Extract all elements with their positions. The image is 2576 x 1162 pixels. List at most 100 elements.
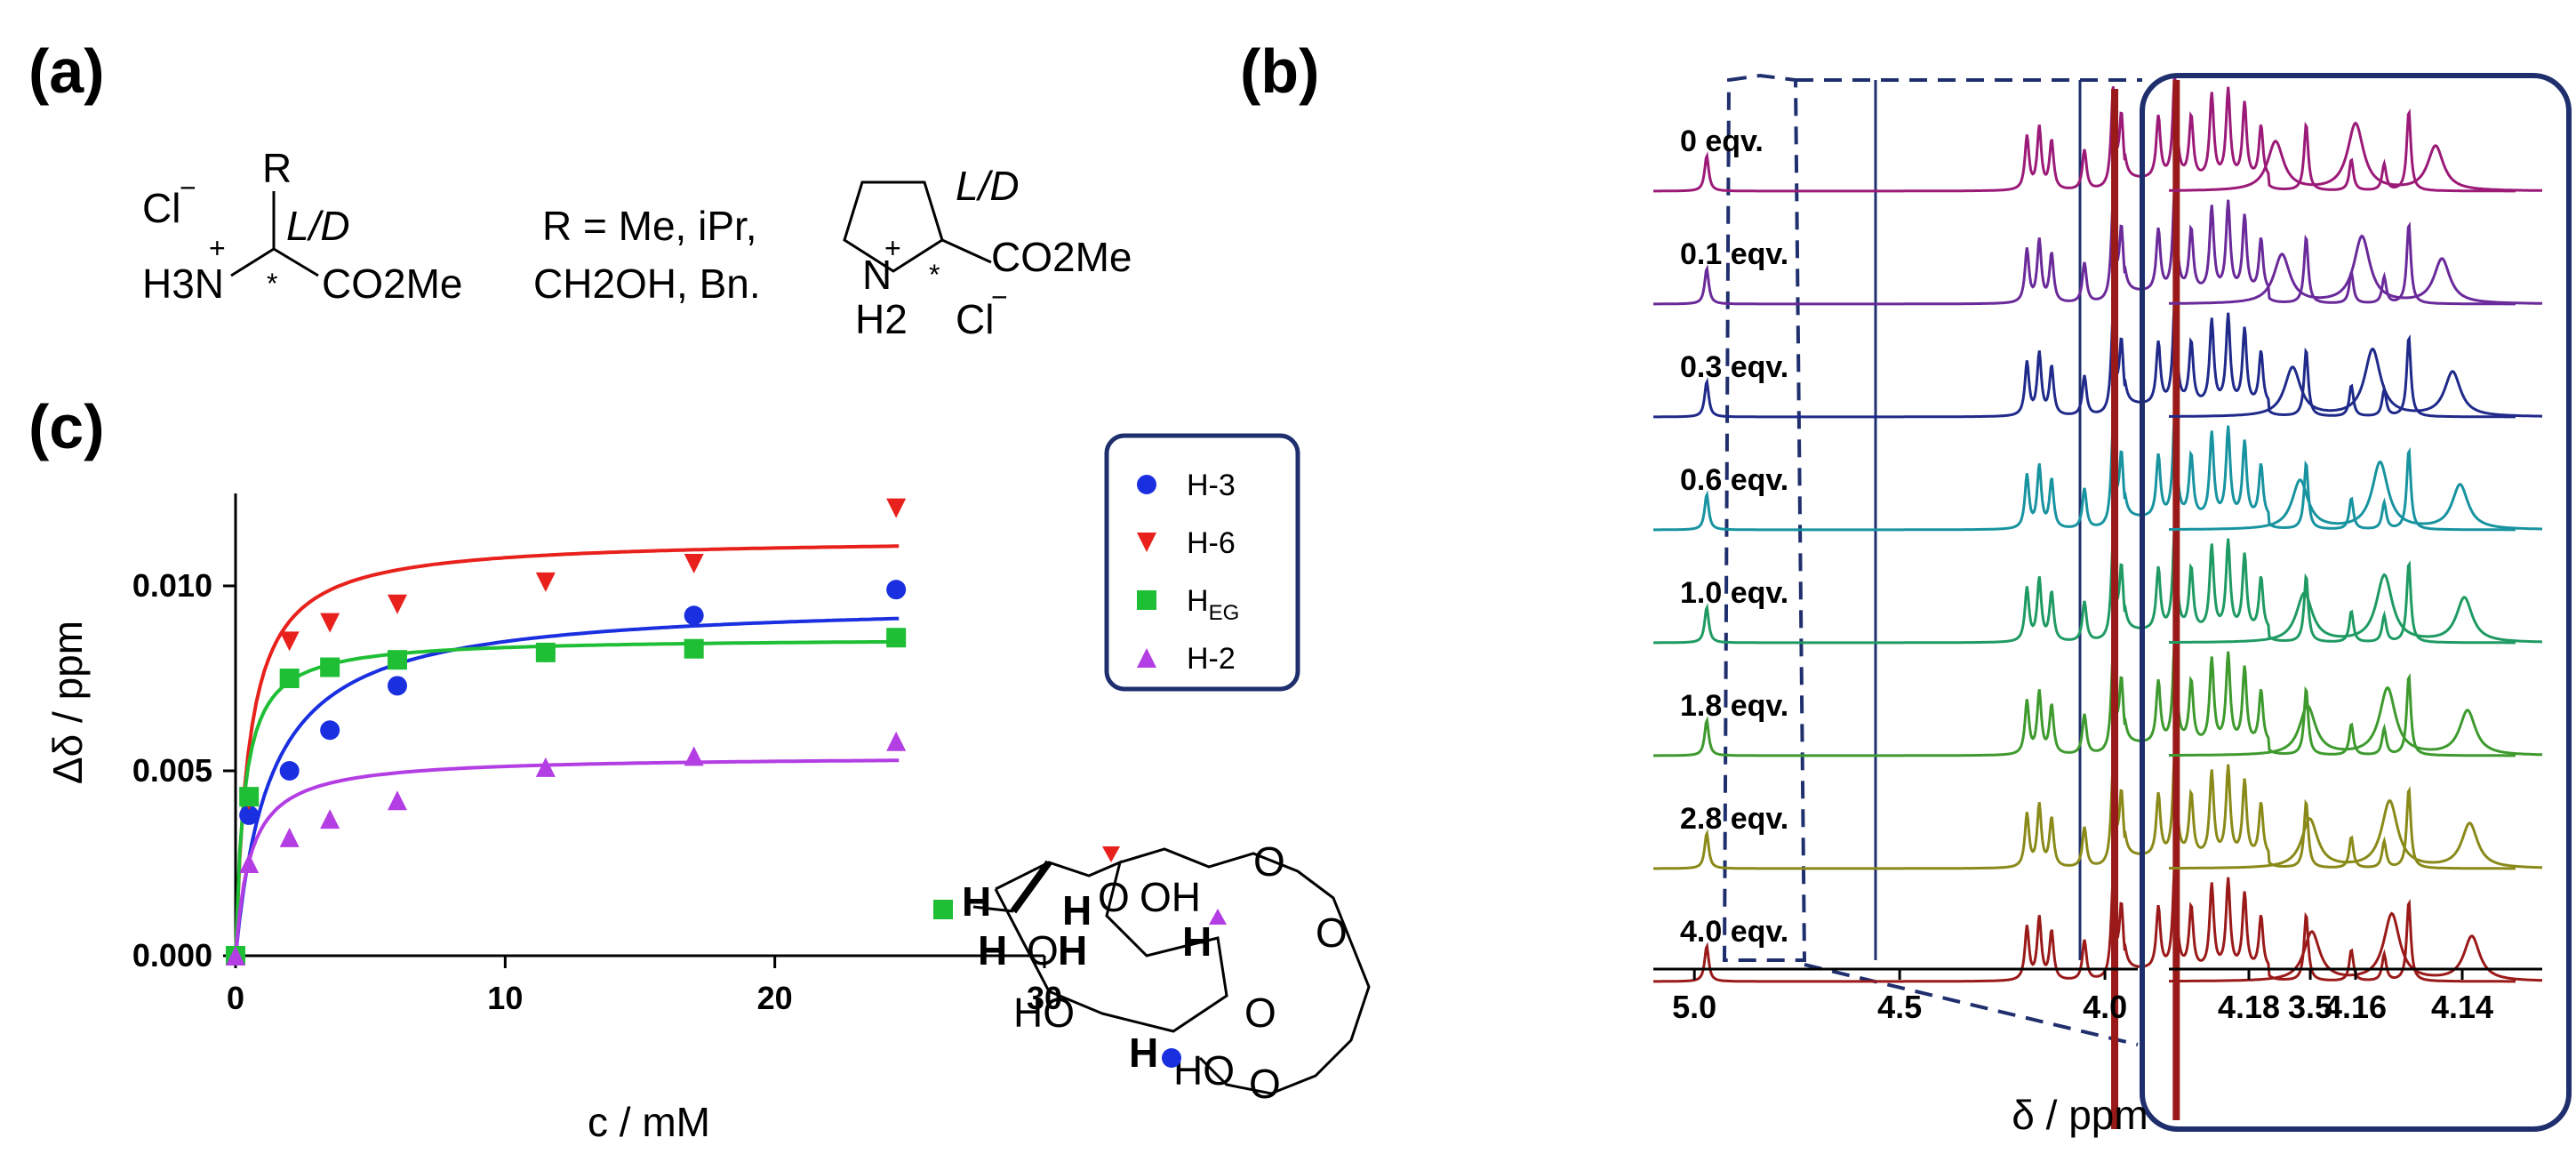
inset-trace <box>2169 685 2542 757</box>
svg-text:OH: OH <box>1140 874 1201 920</box>
nmr-eqv-label: 4.0 eqv. <box>1680 915 1788 949</box>
data-point-HEG <box>388 650 407 670</box>
fit-curve-H6 <box>234 544 900 957</box>
nmr-x-axis: 5.0 4.5 4.0 3.5 <box>1653 967 2332 1025</box>
fit-curve-HEG <box>234 639 900 957</box>
y-tick-label: 0.000 <box>132 937 212 974</box>
nmr-stack-plot: 0 eqv. 0.1 eqv. 0.3 eqv. 0.6 eqv. 1.0 eqv. 1.… <box>1653 73 2572 1138</box>
chart-c-x-axis-title: c / mM <box>588 1099 710 1145</box>
data-point-HEG <box>684 638 704 659</box>
svg-text:+: + <box>209 232 226 264</box>
svg-text:H2: H2 <box>855 296 908 342</box>
inset-trace <box>2169 573 2542 644</box>
nmr-eqv-label: 1.8 eqv. <box>1680 689 1788 723</box>
data-point-H6 <box>320 613 340 633</box>
svg-text:H: H <box>962 878 991 925</box>
data-point-H2 <box>226 946 245 966</box>
x-tick-label: 20 <box>757 980 793 1016</box>
svg-text:O: O <box>1249 1061 1281 1107</box>
nmr-inset: 4.18 4.16 4.14 <box>2140 73 2572 1132</box>
nmr-eqv-label: 1.0 eqv. <box>1680 576 1788 610</box>
nmr-x-tick-label: 5.0 <box>1672 989 1716 1025</box>
svg-text:H: H <box>1062 887 1092 934</box>
x-tick-label: 30 <box>1027 980 1062 1016</box>
glucose-crown-ether-structure: H H H H H H O O OH O O O O HO HO <box>933 838 1371 1107</box>
r-definition-line2: CH2OH, Bn. <box>533 260 761 307</box>
inset-x-tick-label: 4.16 <box>2324 989 2387 1025</box>
data-point-H2 <box>320 809 340 829</box>
svg-text:+: + <box>884 232 901 264</box>
data-point-H6 <box>535 572 556 592</box>
svg-text:O: O <box>1027 927 1059 974</box>
inset-trace <box>2169 460 2542 531</box>
svg-text:HO: HO <box>1173 1047 1235 1094</box>
data-point-H6 <box>684 554 704 574</box>
nmr-solvent-peak <box>2172 80 2180 1120</box>
data-point-HEG <box>535 642 556 662</box>
legend-marker-H2 <box>1137 648 1156 668</box>
inset-trace <box>2168 234 2543 305</box>
panel-label-a: (a) <box>28 36 105 106</box>
chart-c-fit-curves <box>234 544 900 957</box>
nmr-x-tick-label: 4.0 <box>2083 989 2127 1025</box>
svg-text:H: H <box>1058 927 1087 974</box>
fit-curve-H3 <box>234 616 900 957</box>
data-point-H2 <box>279 827 300 847</box>
panel-label-b: (b) <box>1240 36 1320 106</box>
nmr-eqv-label: 2.8 eqv. <box>1680 802 1788 836</box>
legend-marker-HEG <box>1137 590 1156 610</box>
svg-text:L/D: L/D <box>286 203 350 249</box>
data-point-H3 <box>279 761 300 781</box>
inset-trace <box>2169 121 2542 192</box>
chart-c-axes: 0 10 20 30 0.000 0.005 0.010 <box>132 493 1062 1016</box>
nmr-x-axis-title: δ / ppm <box>2012 1092 2148 1138</box>
h6-marker <box>1102 846 1120 862</box>
fit-curve-H2 <box>234 758 900 957</box>
amino-acid-ester-structure: Cl − + H3N R L/D * CO2Me <box>142 145 462 307</box>
legend-marker-H6 <box>1137 533 1156 552</box>
svg-text:Cl: Cl <box>142 185 180 231</box>
legend-label-H2: H-2 <box>1187 642 1236 676</box>
nmr-spectra <box>1653 75 2516 1129</box>
data-point-HEG <box>320 657 340 677</box>
nmr-trace <box>1653 188 2516 306</box>
scheme-a: Cl − + H3N R L/D * CO2Me R = Me, iPr, CH… <box>142 145 1132 342</box>
panel-label-c: (c) <box>28 392 105 461</box>
svg-text:O: O <box>1316 910 1348 956</box>
data-point-HEG <box>239 787 260 807</box>
data-point-H2 <box>684 746 704 766</box>
svg-text:*: * <box>929 259 940 291</box>
svg-text:O: O <box>1244 990 1276 1036</box>
nmr-x-tick-label: 3.5 <box>2288 989 2332 1025</box>
data-point-H6 <box>279 631 300 652</box>
data-point-H3 <box>320 720 340 741</box>
inset-trace <box>2168 799 2542 870</box>
nmr-trace <box>1653 301 2516 419</box>
data-point-H2 <box>535 757 556 777</box>
nmr-eqv-label: 0.3 eqv. <box>1680 350 1788 384</box>
svg-text:−: − <box>991 281 1008 313</box>
h2-marker <box>1209 909 1227 925</box>
data-point-HEG <box>886 628 907 648</box>
nmr-trace <box>1653 526 2516 645</box>
legend-marker-H3 <box>1137 475 1156 494</box>
nmr-zoom-outline <box>1722 73 2142 1046</box>
data-point-H2 <box>886 731 907 751</box>
y-tick-label: 0.005 <box>132 752 212 789</box>
inset-x-tick-label: 4.14 <box>2431 989 2493 1025</box>
nmr-trace <box>1653 865 2516 983</box>
svg-text:H: H <box>978 927 1007 974</box>
nmr-eqv-label: 0.1 eqv. <box>1680 237 1788 271</box>
svg-text:H3N: H3N <box>142 260 224 307</box>
nmr-solvent-peak <box>2111 89 2119 1129</box>
svg-text:HO: HO <box>1013 990 1075 1036</box>
svg-text:L/D: L/D <box>956 163 1020 209</box>
inset-trace <box>2169 347 2542 418</box>
chart-c-y-axis-title: Δδ / ppm <box>44 621 91 784</box>
data-point-H3 <box>388 676 407 696</box>
svg-text:Cl: Cl <box>956 296 994 342</box>
svg-text:H: H <box>1129 1030 1158 1076</box>
svg-text:O: O <box>1098 874 1130 920</box>
proline-ester-structure: N + H2 L/D * CO2Me Cl − <box>843 163 1132 342</box>
